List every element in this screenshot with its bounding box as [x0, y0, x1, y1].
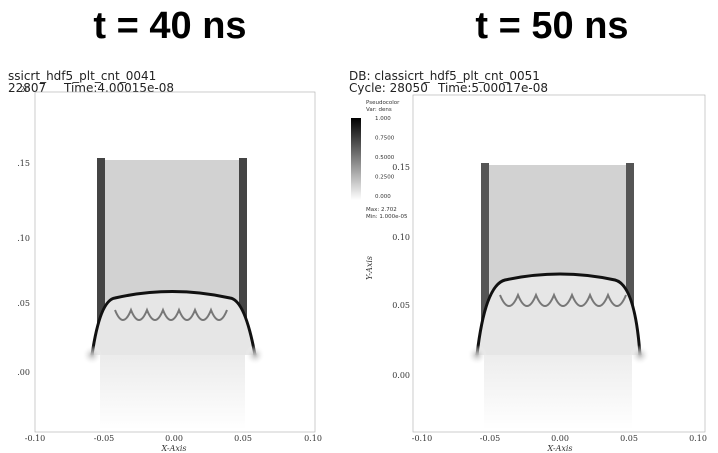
- y-tick-label: 0.15: [392, 163, 410, 172]
- shock-front: [90, 290, 257, 356]
- x-tick-label: -0.10: [25, 434, 46, 443]
- legend-min: Min: 1.000e-05: [366, 214, 408, 220]
- y-tick-label: .20: [17, 85, 30, 94]
- x-tick-label: -0.05: [480, 434, 501, 443]
- y-tick-label: 0.05: [392, 301, 410, 310]
- y-tick-label: .15: [17, 159, 30, 168]
- panel: t = 40 ns ssicrt_hdf5_plt_cnt_0041 22807…: [8, 5, 322, 453]
- x-axis-label: X-Axis: [160, 444, 186, 453]
- legend-title: Pseudocolor: [366, 100, 400, 106]
- legend-var: Var: dens: [366, 107, 392, 113]
- y-tick-label: 0.10: [392, 233, 410, 242]
- legend-tick-label: 0.7500: [375, 136, 395, 142]
- bubbles: [499, 292, 627, 307]
- x-tick-label: 0.00: [165, 434, 183, 443]
- gas-region: [100, 160, 245, 310]
- vortex: [245, 345, 265, 365]
- legend-max: Max: 2.702: [366, 207, 397, 213]
- x-tick-label: 0.05: [620, 434, 638, 443]
- vortex: [630, 345, 650, 365]
- y-axis-label: Y-Axis: [365, 256, 374, 280]
- x-axis-label: X-Axis: [546, 444, 572, 453]
- y-tick-label: 0.00: [392, 371, 410, 380]
- legend-tick-label: 0.2500: [375, 175, 395, 181]
- y-tick-label: .00: [17, 368, 30, 377]
- legend-tick-label: 0.000: [375, 194, 391, 200]
- color-bar: [351, 118, 361, 200]
- x-tick-label: 0.05: [234, 434, 252, 443]
- x-tick-label: 0.10: [304, 434, 322, 443]
- x-tick-label: 0.10: [689, 434, 707, 443]
- vortex: [467, 345, 487, 365]
- heading: t = 40 ns: [93, 5, 246, 47]
- shock-front: [475, 272, 642, 356]
- y-tick-label: .10: [17, 234, 30, 243]
- cycle-label: Cycle: 28050: [349, 81, 428, 95]
- vortex: [82, 345, 102, 365]
- db-label: ssicrt_hdf5_plt_cnt_0041: [8, 69, 156, 83]
- y-tick-label: .05: [17, 299, 30, 308]
- heading: t = 50 ns: [475, 5, 628, 47]
- cycle-label: 22807: [8, 81, 46, 95]
- x-tick-label: 0.00: [551, 434, 569, 443]
- legend: Pseudocolor Var: dens Max: 2.702 Min: 1.…: [351, 100, 408, 220]
- wall: [239, 158, 247, 353]
- bubbles: [114, 307, 228, 321]
- wall: [481, 163, 489, 353]
- wall: [626, 163, 634, 353]
- x-tick-label: -0.05: [94, 434, 115, 443]
- time-label: Time:4.00015e-08: [63, 81, 174, 95]
- legend-tick-label: 1.000: [375, 116, 391, 122]
- panel: t = 50 ns DB: classicrt_hdf5_plt_cnt_005…: [349, 5, 707, 453]
- db-label: DB: classicrt_hdf5_plt_cnt_0051: [349, 69, 540, 83]
- wall: [97, 158, 105, 353]
- x-tick-label: -0.10: [412, 434, 433, 443]
- legend-tick-label: 0.5000: [375, 155, 395, 161]
- time-label: Time:5.00017e-08: [437, 81, 548, 95]
